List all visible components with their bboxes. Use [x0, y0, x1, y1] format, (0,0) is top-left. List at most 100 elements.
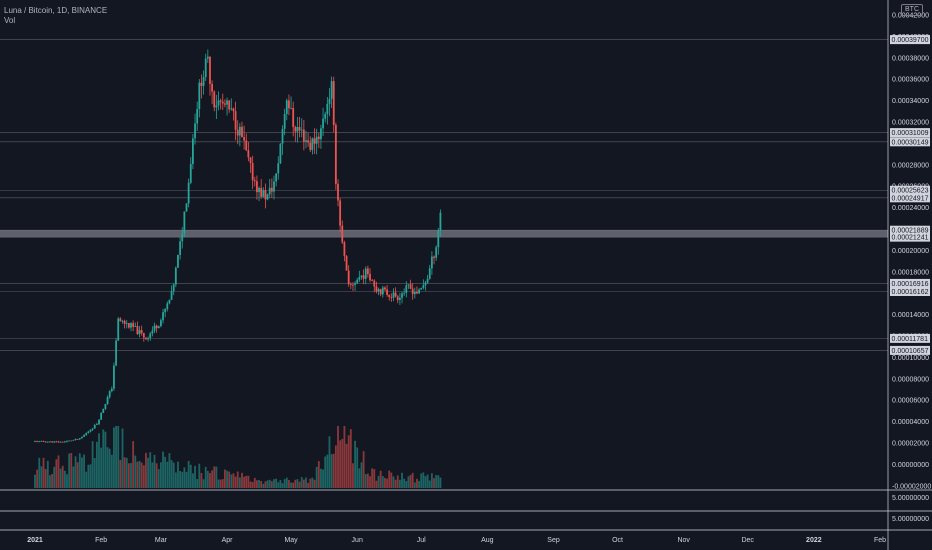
candle-body-78: [200, 82, 203, 86]
candle-body-50: [140, 330, 143, 334]
volume-bar-57: [155, 463, 158, 488]
candle-body-113: [275, 173, 278, 182]
volume-bar-47: [134, 455, 137, 488]
volume-bar-154: [362, 451, 365, 488]
candle-body-49: [138, 330, 141, 335]
candle-body-71: [185, 203, 188, 212]
candle-body-12: [59, 441, 62, 443]
candle-body-3: [40, 441, 43, 442]
candle-body-173: [403, 292, 406, 294]
volume-bar-95: [236, 471, 239, 488]
volume-bar-187: [433, 478, 435, 488]
candle-body-181: [420, 287, 423, 290]
currency-badge[interactable]: BTC: [901, 4, 923, 16]
candle-body-116: [281, 128, 284, 144]
candle-body-5: [44, 441, 47, 443]
candle-body-105: [258, 187, 260, 193]
candle-body-81: [206, 56, 209, 59]
candle-body-34: [106, 397, 109, 405]
volume-bar-159: [373, 469, 376, 488]
candle-body-73: [189, 164, 192, 183]
volume-bar-21: [78, 453, 81, 488]
volume-bar-54: [149, 452, 152, 488]
volume-bar-151: [356, 447, 359, 488]
candle-body-19: [74, 438, 77, 440]
candle-body-14: [63, 441, 66, 443]
candle-body-29: [95, 424, 98, 425]
volume-bar-144: [341, 438, 344, 488]
volume-bar-148: [349, 429, 352, 488]
volume-bar-142: [337, 426, 339, 488]
volume-bar-64: [170, 460, 173, 488]
candle-body-77: [198, 82, 201, 109]
candle-body-162: [379, 289, 382, 295]
volume-bar-99: [245, 475, 248, 488]
volume-tick-0: 5.00000000: [892, 495, 929, 502]
candle-body-108: [264, 190, 267, 200]
candle-body-70: [183, 211, 186, 234]
candle-body-15: [66, 440, 68, 442]
volume-bar-119: [288, 480, 290, 488]
level-label-bg-5: [890, 225, 930, 235]
candle-body-156: [366, 268, 369, 274]
volume-bar-124: [298, 481, 301, 488]
candle-body-91: [228, 100, 231, 110]
candle-body-135: [322, 118, 324, 129]
volume-bar-185: [428, 480, 431, 488]
candle-body-31: [100, 412, 103, 420]
candle-body-104: [256, 181, 258, 193]
volume-bar-190: [439, 477, 442, 488]
volume-bar-8: [51, 473, 53, 488]
candle-body-183: [424, 282, 427, 286]
level-label-bg-0: [890, 35, 930, 45]
level-label-bg-10: [890, 345, 930, 355]
volume-bar-7: [49, 475, 51, 488]
candle-body-187: [433, 256, 435, 258]
candle-body-43: [125, 323, 128, 324]
volume-bar-90: [226, 470, 228, 488]
candle-body-90: [226, 100, 228, 105]
candle-body-7: [49, 441, 51, 443]
candle-body-61: [164, 309, 167, 313]
volume-bar-31: [100, 447, 103, 488]
candle-body-129: [309, 142, 312, 150]
candle-body-107: [262, 190, 265, 197]
candle-body-23: [83, 434, 85, 437]
candle-body-152: [358, 276, 361, 280]
volume-bar-18: [72, 466, 75, 488]
volume-bar-145: [343, 426, 346, 488]
candle-body-157: [369, 273, 371, 281]
candle-body-16: [68, 440, 71, 442]
volume-bar-165: [386, 478, 388, 488]
volume-bar-171: [398, 479, 401, 488]
candle-body-145: [343, 242, 346, 256]
volume-bar-34: [106, 447, 109, 488]
volume-bar-188: [435, 475, 438, 488]
volume-bar-100: [247, 475, 250, 488]
volume-bar-80: [204, 466, 207, 488]
candle-body-74: [192, 138, 194, 165]
volume-bar-92: [230, 474, 233, 488]
candle-body-137: [326, 103, 329, 115]
candle-body-126: [302, 129, 305, 142]
volume-bar-181: [420, 473, 423, 488]
candle-body-141: [334, 124, 337, 184]
candle-body-13: [61, 441, 64, 443]
volume-bar-146: [345, 443, 348, 488]
volume-bar-24: [85, 471, 88, 488]
candle-body-175: [407, 284, 410, 286]
volume-bar-3: [40, 466, 43, 488]
volume-bar-29: [95, 441, 98, 488]
volume-bar-83: [211, 470, 214, 488]
time-tick-12: 2022: [806, 537, 822, 544]
level-label-bg-3: [890, 185, 930, 195]
time-tick-1: Feb: [95, 537, 107, 544]
volume-bar-175: [407, 476, 410, 488]
volume-bar-42: [123, 457, 126, 488]
volume-bar-168: [392, 476, 395, 488]
volume-bar-141: [334, 445, 337, 488]
support-zone: [0, 230, 888, 238]
candle-body-124: [298, 127, 301, 131]
candle-body-158: [371, 280, 374, 282]
